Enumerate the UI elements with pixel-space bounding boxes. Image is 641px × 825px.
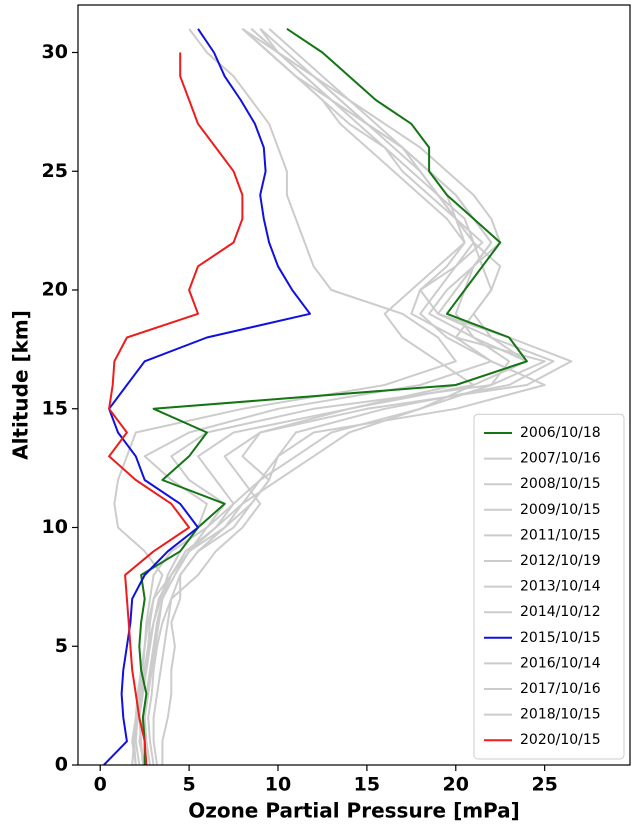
y-axis-title: Altitude [km] (9, 310, 33, 460)
x-tick-label: 20 (443, 774, 469, 796)
series-line (138, 28, 546, 766)
legend-box (473, 413, 625, 760)
legend-label: 2006/10/18 (520, 425, 601, 441)
x-tick-label: 5 (182, 774, 195, 796)
legend-label: 2011/10/15 (520, 527, 601, 543)
legend-label: 2020/10/15 (520, 732, 601, 748)
series-line (103, 28, 311, 766)
y-tick-label: 10 (42, 516, 68, 538)
y-tick-label: 5 (55, 635, 68, 657)
series-line (131, 28, 493, 766)
y-tick-label: 25 (42, 160, 68, 182)
x-tick-label: 10 (265, 774, 291, 796)
y-tick-label: 0 (55, 754, 68, 776)
x-tick-label: 0 (94, 774, 107, 796)
x-tick-label: 15 (354, 774, 380, 796)
legend-label: 2013/10/14 (520, 579, 601, 595)
y-tick-label: 15 (42, 397, 68, 419)
y-tick-label: 30 (42, 41, 68, 63)
legend-label: 2008/10/15 (520, 476, 601, 492)
legend-label: 2007/10/16 (520, 451, 601, 467)
legend-label: 2016/10/14 (520, 655, 601, 671)
legend-label: 2014/10/12 (520, 604, 601, 620)
x-axis-title: Ozone Partial Pressure [mPa] (188, 799, 520, 823)
legend-label: 2012/10/19 (520, 553, 601, 569)
series-line (152, 28, 555, 766)
x-tick-label: 25 (531, 774, 557, 796)
legend-label: 2017/10/16 (520, 681, 601, 697)
y-tick-label: 20 (42, 279, 68, 301)
legend-label: 2009/10/15 (520, 502, 601, 518)
plot-frame (77, 4, 631, 766)
series-line (138, 27, 528, 765)
series-line (138, 28, 528, 766)
legend-label: 2018/10/15 (520, 707, 601, 723)
series-line (108, 52, 244, 766)
legend-label: 2015/10/15 (520, 630, 601, 646)
series-line (143, 28, 546, 766)
